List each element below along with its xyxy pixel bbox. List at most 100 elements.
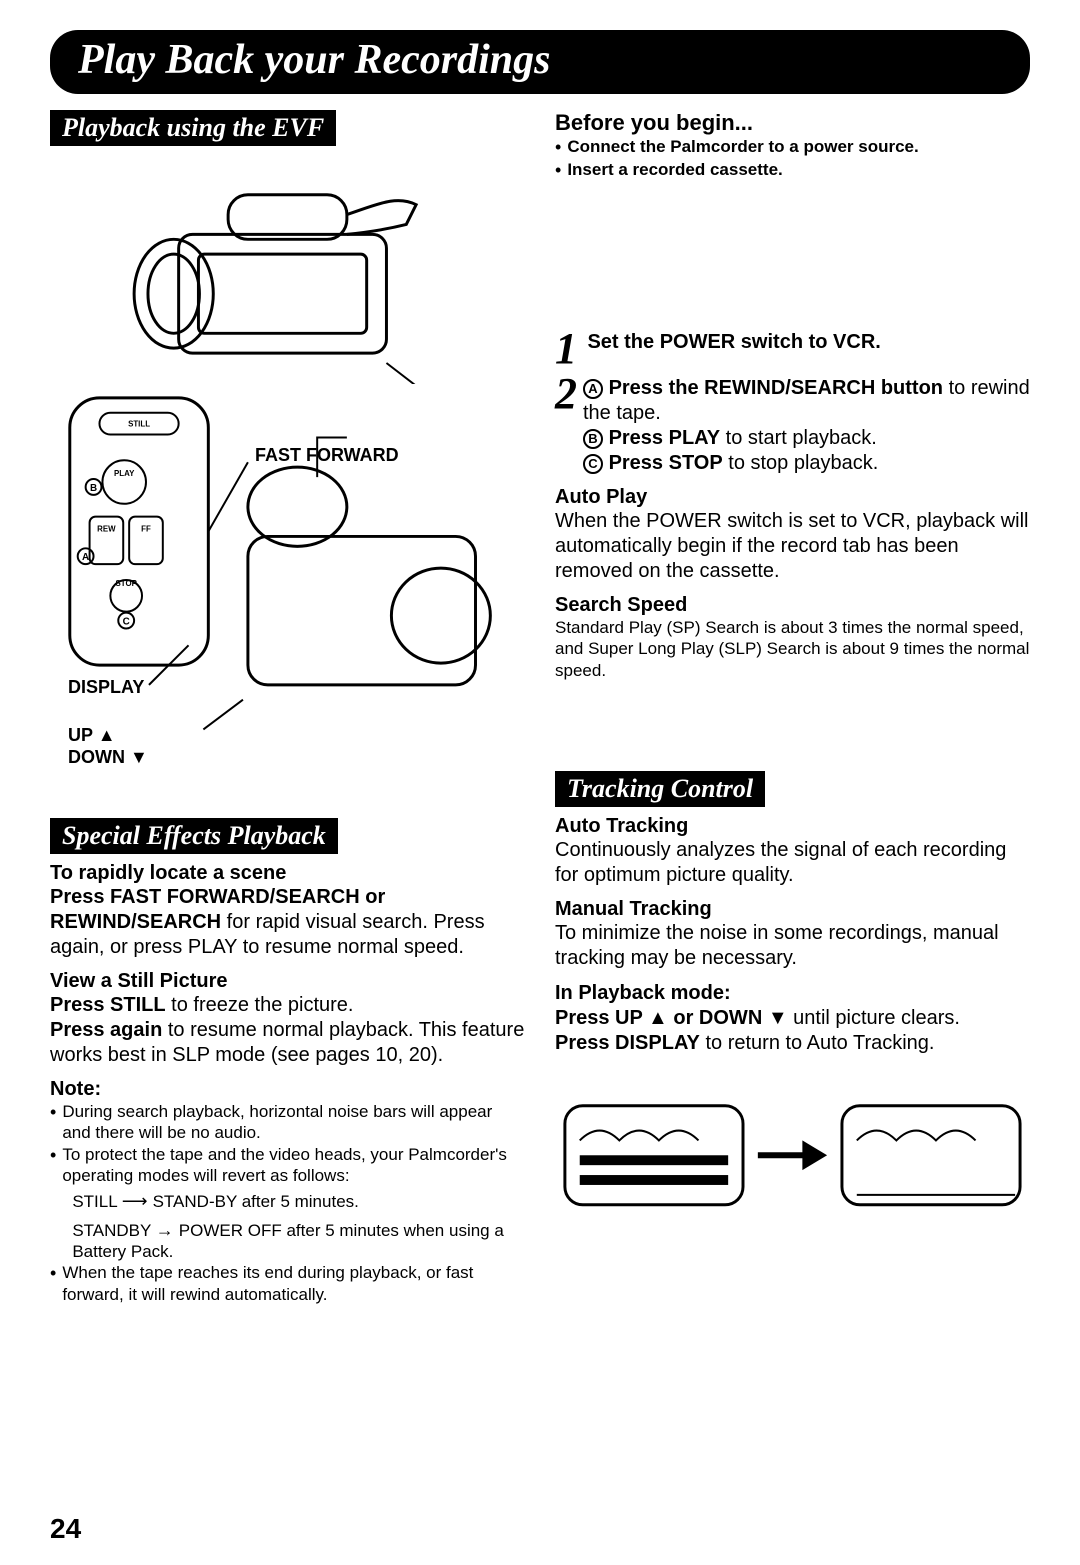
- note-1-text: During search playback, horizontal noise…: [62, 1101, 525, 1144]
- step-2-body: A Press the REWIND/SEARCH button to rewi…: [583, 376, 1030, 476]
- manual-tracking-text: To minimize the noise in some recordings…: [555, 921, 1030, 971]
- note-2-text: To protect the tape and the video heads,…: [62, 1145, 507, 1185]
- label-up-text: UP: [68, 725, 93, 745]
- page-title-banner: Play Back your Recordings: [50, 30, 1030, 94]
- search-speed-heading: Search Speed: [555, 594, 1030, 617]
- svg-text:A: A: [82, 552, 89, 563]
- mode-heading: In Playback mode:: [555, 982, 731, 1004]
- label-down-text: DOWN: [68, 747, 125, 767]
- page-number: 24: [50, 1513, 81, 1545]
- circled-c-icon: C: [583, 454, 603, 474]
- before-2: Insert a recorded cassette.: [555, 159, 1030, 182]
- note-2a: STILL ⟶ STAND-BY after 5 minutes.: [72, 1190, 525, 1213]
- still-line1: Press STILL to freeze the picture.: [50, 993, 525, 1018]
- bullet-icon: [50, 1144, 56, 1263]
- mode-line-2: Press DISPLAY to return to Auto Tracking…: [555, 1031, 1030, 1056]
- label-down: DOWN ▼: [68, 748, 148, 768]
- tracking-illustration: [555, 1086, 1030, 1226]
- section-tracking-control: Tracking Control: [555, 771, 765, 807]
- section-playback-evf: Playback using the EVF: [50, 110, 336, 146]
- label-display: DISPLAY: [68, 678, 144, 698]
- before-1-text: Connect the Palmcorder to a power source…: [567, 136, 918, 159]
- note-2a-right: STAND-BY after 5 minutes.: [153, 1192, 359, 1211]
- circled-a-icon: A: [583, 379, 603, 399]
- still-picture-block: View a Still Picture Press STILL to free…: [50, 970, 525, 1068]
- locate-heading: To rapidly locate a scene: [50, 862, 525, 885]
- label-fast-forward: FAST FORWARD: [255, 446, 399, 466]
- step-2b-bold: Press PLAY: [609, 427, 721, 449]
- step-2b-rest: to start playback.: [720, 427, 877, 449]
- note-2b-left: STANDBY: [72, 1221, 151, 1240]
- bullet-icon: [555, 159, 561, 182]
- svg-text:STOP: STOP: [116, 579, 137, 588]
- spacer: [555, 191, 1030, 331]
- auto-tracking-text: Continuously analyzes the signal of each…: [555, 838, 1030, 888]
- svg-text:B: B: [90, 483, 97, 494]
- manual-tracking-heading: Manual Tracking: [555, 898, 1030, 921]
- note-3-text: When the tape reaches its end during pla…: [62, 1262, 525, 1305]
- label-up: UP ▲: [68, 726, 116, 746]
- step-2: 2 A Press the REWIND/SEARCH button to re…: [555, 376, 1030, 476]
- auto-play-block: Auto Play When the POWER switch is set t…: [555, 486, 1030, 584]
- svg-text:C: C: [123, 617, 130, 628]
- section-special-effects: Special Effects Playback: [50, 818, 338, 854]
- search-speed-block: Search Speed Standard Play (SP) Search i…: [555, 594, 1030, 681]
- camcorder-illustration: [50, 154, 525, 384]
- step-number-2: 2: [555, 376, 577, 476]
- before-1: Connect the Palmcorder to a power source…: [555, 136, 1030, 159]
- before-2-text: Insert a recorded cassette.: [567, 159, 782, 182]
- auto-play-text: When the POWER switch is set to VCR, pla…: [555, 509, 1030, 584]
- still-2a: Press again: [50, 1019, 162, 1041]
- mode-1b: until picture clears.: [788, 1007, 960, 1029]
- playback-mode-block: In Playback mode: Press UP ▲ or DOWN ▼ u…: [555, 981, 1030, 1056]
- step-2a-bold: Press the REWIND/SEARCH button: [609, 377, 943, 399]
- step-number-1: 1: [555, 331, 577, 366]
- step-2c-bold: Press STOP: [609, 452, 723, 474]
- before-begin-block: Before you begin... Connect the Palmcord…: [555, 110, 1030, 181]
- bullet-icon: [555, 136, 561, 159]
- mode-2a: Press DISPLAY: [555, 1032, 700, 1054]
- auto-tracking-block: Auto Tracking Continuously analyzes the …: [555, 815, 1030, 888]
- note-1: During search playback, horizontal noise…: [50, 1101, 525, 1144]
- step-2c-rest: to stop playback.: [723, 452, 879, 474]
- auto-play-heading: Auto Play: [555, 486, 1030, 509]
- before-heading: Before you begin...: [555, 110, 1030, 136]
- search-speed-text: Standard Play (SP) Search is about 3 tim…: [555, 617, 1030, 681]
- step-2b: B Press PLAY to start playback.: [583, 426, 1030, 451]
- arrow-icon: →: [156, 1220, 179, 1240]
- auto-tracking-heading: Auto Tracking: [555, 815, 1030, 838]
- mode-1a: Press UP ▲ or DOWN ▼: [555, 1007, 788, 1029]
- svg-text:FF: FF: [141, 524, 151, 533]
- right-column: Before you begin... Connect the Palmcord…: [555, 110, 1030, 1315]
- page-title: Play Back your Recordings: [78, 37, 550, 83]
- mode-line-1: Press UP ▲ or DOWN ▼ until picture clear…: [555, 1006, 1030, 1031]
- still-heading: View a Still Picture: [50, 970, 525, 993]
- spacer: [555, 691, 1030, 771]
- still-line2: Press again to resume normal playback. T…: [50, 1018, 525, 1068]
- main-columns: Playback using the EVF: [50, 110, 1030, 1315]
- note-heading: Note:: [50, 1078, 525, 1101]
- step-1: 1 Set the POWER switch to VCR.: [555, 331, 1030, 366]
- note-2: To protect the tape and the video heads,…: [50, 1144, 525, 1263]
- still-1a: Press STILL: [50, 994, 166, 1016]
- circled-b-icon: B: [583, 429, 603, 449]
- mode-2b: to return to Auto Tracking.: [700, 1032, 935, 1054]
- manual-tracking-block: Manual Tracking To minimize the noise in…: [555, 898, 1030, 971]
- note-2b: STANDBY → POWER OFF after 5 minutes when…: [72, 1219, 525, 1263]
- note-block: Note: During search playback, horizontal…: [50, 1078, 525, 1305]
- label-fast-forward-text: FAST FORWARD: [255, 445, 399, 465]
- step-1-text: Set the POWER switch to VCR.: [587, 331, 880, 353]
- bullet-icon: [50, 1101, 56, 1144]
- svg-text:STILL: STILL: [128, 420, 150, 429]
- step-2c: C Press STOP to stop playback.: [583, 451, 1030, 476]
- bullet-icon: [50, 1262, 56, 1305]
- arrow-icon: ⟶: [122, 1191, 153, 1211]
- note-2a-left: STILL: [72, 1192, 117, 1211]
- locate-text: Press FAST FORWARD/SEARCH or REWIND/SEAR…: [50, 885, 525, 960]
- still-1b: to freeze the picture.: [166, 994, 354, 1016]
- svg-text:PLAY: PLAY: [114, 469, 135, 478]
- left-column: Playback using the EVF: [50, 110, 525, 1315]
- step-2a: A Press the REWIND/SEARCH button to rewi…: [583, 376, 1030, 426]
- locate-scene-block: To rapidly locate a scene Press FAST FOR…: [50, 862, 525, 960]
- note-3: When the tape reaches its end during pla…: [50, 1262, 525, 1305]
